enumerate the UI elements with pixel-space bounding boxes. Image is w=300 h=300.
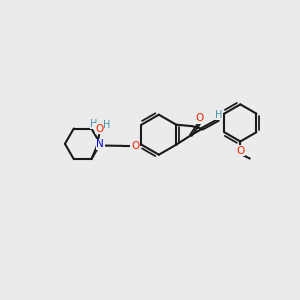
Text: H: H (103, 120, 110, 130)
Text: O: O (131, 141, 139, 151)
Text: O: O (95, 124, 104, 134)
Text: N: N (96, 139, 104, 149)
Text: O: O (236, 146, 245, 156)
Text: H: H (215, 110, 223, 120)
Text: O: O (195, 113, 204, 124)
Text: O: O (96, 124, 104, 134)
Text: H: H (90, 119, 98, 129)
